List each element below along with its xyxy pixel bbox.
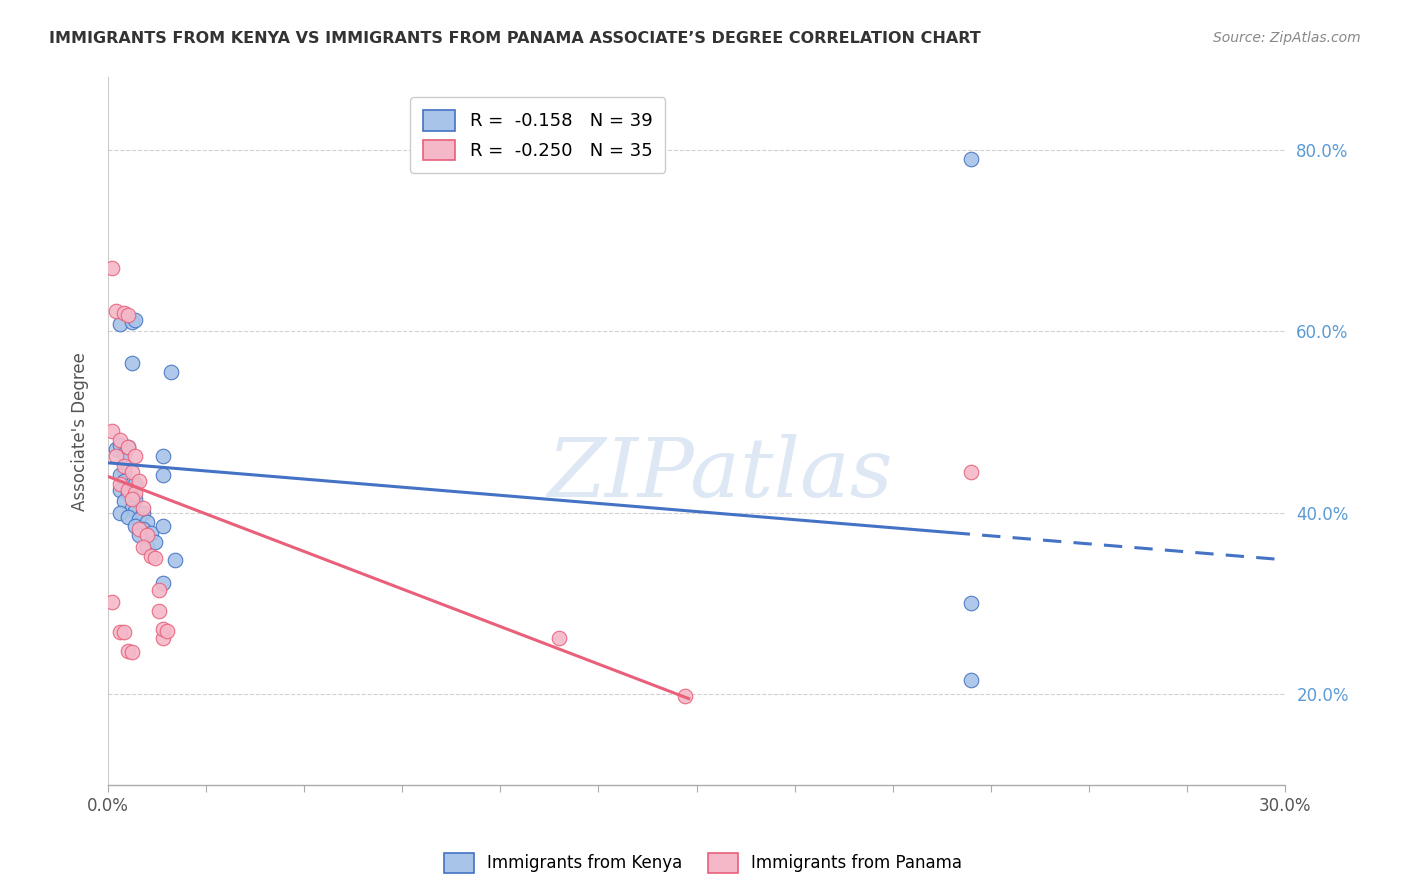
- Point: [128, 474, 150, 488]
- Point: [128, 528, 150, 542]
- Point: [152, 519, 174, 533]
- Point: [108, 476, 131, 491]
- Point: [152, 631, 174, 645]
- Point: [108, 433, 131, 447]
- Point: [159, 365, 181, 379]
- Point: [117, 308, 139, 322]
- Point: [121, 476, 143, 491]
- Point: [960, 465, 983, 479]
- Point: [121, 501, 143, 516]
- Point: [148, 582, 170, 597]
- Point: [124, 476, 146, 491]
- Point: [112, 465, 135, 479]
- Point: [136, 528, 159, 542]
- Point: [101, 424, 124, 438]
- Point: [124, 313, 146, 327]
- Point: [112, 306, 135, 320]
- Point: [148, 604, 170, 618]
- Point: [104, 442, 127, 457]
- Point: [121, 315, 143, 329]
- Point: [152, 576, 174, 591]
- Point: [152, 450, 174, 464]
- Point: [156, 624, 179, 638]
- Point: [132, 522, 155, 536]
- Point: [121, 465, 143, 479]
- Point: [101, 260, 124, 275]
- Point: [108, 438, 131, 452]
- Point: [117, 441, 139, 455]
- Point: [960, 152, 983, 166]
- Point: [141, 549, 163, 564]
- Point: [124, 519, 146, 533]
- Point: [101, 594, 124, 608]
- Point: [163, 553, 186, 567]
- Point: [112, 494, 135, 508]
- Point: [152, 467, 174, 482]
- Legend: Immigrants from Kenya, Immigrants from Panama: Immigrants from Kenya, Immigrants from P…: [437, 847, 969, 880]
- Point: [124, 504, 146, 518]
- Text: ZIPatlas: ZIPatlas: [547, 434, 893, 514]
- Point: [112, 458, 135, 473]
- Point: [121, 492, 143, 507]
- Point: [132, 501, 155, 516]
- Point: [152, 622, 174, 636]
- Point: [104, 304, 127, 318]
- Point: [108, 317, 131, 331]
- Point: [124, 450, 146, 464]
- Point: [143, 534, 166, 549]
- Point: [673, 689, 696, 703]
- Text: Source: ZipAtlas.com: Source: ZipAtlas.com: [1213, 31, 1361, 45]
- Point: [117, 510, 139, 524]
- Point: [132, 540, 155, 554]
- Point: [128, 522, 150, 536]
- Point: [108, 506, 131, 520]
- Point: [117, 441, 139, 455]
- Point: [117, 485, 139, 500]
- Point: [117, 643, 139, 657]
- Point: [136, 515, 159, 529]
- Point: [136, 540, 159, 554]
- Point: [121, 645, 143, 659]
- Point: [117, 483, 139, 497]
- Point: [548, 631, 571, 645]
- Point: [124, 485, 146, 500]
- Point: [112, 474, 135, 488]
- Point: [132, 506, 155, 520]
- Point: [108, 467, 131, 482]
- Point: [960, 596, 983, 610]
- Point: [124, 492, 146, 507]
- Legend: R =  -0.158   N = 39, R =  -0.250   N = 35: R = -0.158 N = 39, R = -0.250 N = 35: [411, 97, 665, 173]
- Point: [121, 356, 143, 370]
- Point: [112, 625, 135, 640]
- Point: [108, 483, 131, 497]
- Point: [141, 525, 163, 540]
- Point: [104, 450, 127, 464]
- Point: [143, 551, 166, 566]
- Point: [960, 673, 983, 688]
- Text: IMMIGRANTS FROM KENYA VS IMMIGRANTS FROM PANAMA ASSOCIATE’S DEGREE CORRELATION C: IMMIGRANTS FROM KENYA VS IMMIGRANTS FROM…: [49, 31, 981, 46]
- Point: [128, 512, 150, 526]
- Point: [108, 625, 131, 640]
- Point: [112, 447, 135, 461]
- Y-axis label: Associate's Degree: Associate's Degree: [72, 351, 89, 510]
